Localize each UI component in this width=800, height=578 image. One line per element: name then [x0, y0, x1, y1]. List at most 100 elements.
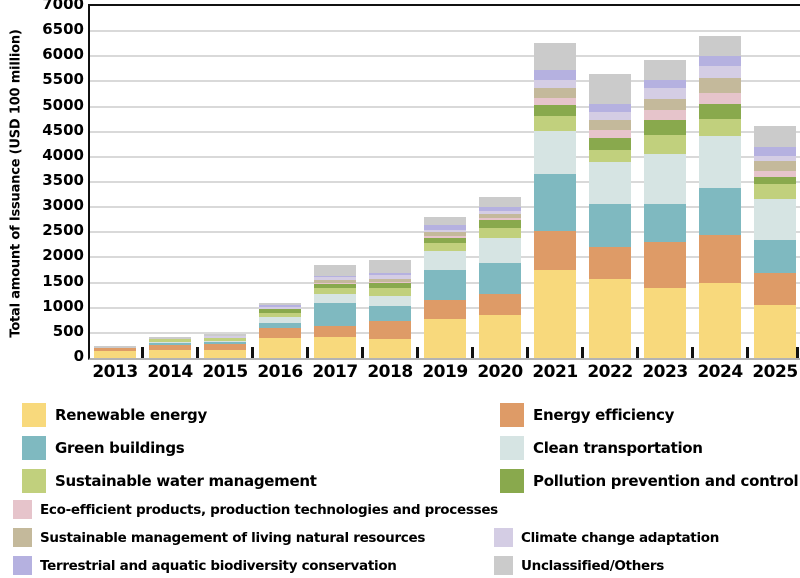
legend-swatch-clean-transportation [500, 436, 524, 460]
x-tick-label-2021: 2021 [532, 362, 578, 382]
bar-2023-segment-eco-efficient-products-production-technologies-and-processes [644, 109, 686, 120]
bar-2024-segment-unclassified-others [699, 35, 741, 57]
bar-2021-segment-sustainable-management-of-living-natural-resources [534, 88, 576, 99]
x-axis-tickmark [306, 347, 309, 358]
bar-2019 [424, 216, 466, 358]
legend-item-renewable-energy: Renewable energy [22, 403, 207, 427]
y-tick-label-3000: 3000 [42, 196, 84, 215]
legend-label-renewable-energy: Renewable energy [55, 406, 207, 424]
bar-2017-segment-clean-transportation [314, 293, 356, 303]
bar-2017-segment-terrestrial-and-aquatic-biodiversity-conservation [314, 275, 356, 278]
x-tick-label-2013: 2013 [92, 362, 138, 382]
bar-2022-segment-energy-efficiency [589, 246, 631, 280]
x-axis-tickmark [196, 347, 199, 358]
bar-2021-segment-climate-change-adaptation [534, 80, 576, 89]
y-tick-label-0: 0 [73, 347, 84, 365]
legend-item-climate-change-adaptation: Climate change adaptation [494, 528, 719, 547]
bar-2015-segment-clean-transportation [204, 341, 246, 343]
bar-2023-segment-climate-change-adaptation [644, 87, 686, 99]
bar-2017-segment-energy-efficiency [314, 325, 356, 337]
bar-2021-segment-unclassified-others [534, 43, 576, 70]
x-axis-tickmark [251, 347, 254, 358]
bar-2018-segment-terrestrial-and-aquatic-biodiversity-conservation [369, 272, 411, 275]
bar-2016-segment-renewable-energy [259, 337, 301, 358]
legend-swatch-renewable-energy [22, 403, 46, 427]
x-tick-label-2019: 2019 [422, 362, 468, 382]
y-tick-label-3500: 3500 [42, 171, 84, 189]
gridline-3000 [90, 206, 800, 209]
legend-label-climate-change-adaptation: Climate change adaptation [521, 529, 720, 546]
bar-2015-segment-climate-change-adaptation [204, 335, 246, 338]
y-tick-label-4000: 4000 [42, 145, 84, 164]
y-tick-label-500: 500 [52, 321, 84, 340]
bar-2022 [589, 73, 631, 358]
bar-2025-segment-eco-efficient-products-production-technologies-and-processes [754, 171, 796, 177]
bar-2019-segment-unclassified-others [424, 216, 466, 226]
bar-2016-segment-energy-efficiency [259, 327, 301, 338]
x-tick-label-2018: 2018 [367, 362, 413, 382]
x-tick-label-2014: 2014 [147, 362, 193, 382]
legend-item-sustainable-management-of-living-natural-resources: Sustainable management of living natural… [13, 528, 425, 547]
bar-2020-segment-energy-efficiency [479, 294, 521, 315]
legend-swatch-sustainable-water-management [22, 469, 46, 493]
gridline-6000 [90, 55, 800, 58]
bar-2013-segment-unclassified-others [94, 346, 136, 349]
bar-2014-segment-green-buildings [149, 343, 191, 345]
legend-label-clean-transportation: Clean transportation [533, 439, 703, 457]
legend-item-unclassified-others: Unclassified/Others [494, 556, 664, 575]
x-tick-label-2016: 2016 [257, 362, 303, 382]
legend-item-terrestrial-and-aquatic-biodiversity-conservation: Terrestrial and aquatic biodiversity con… [13, 556, 397, 575]
gridline-4500 [90, 130, 800, 133]
bar-2023 [644, 59, 686, 358]
gridline-4000 [90, 155, 800, 158]
gridline-5500 [90, 80, 800, 83]
y-tick-label-6500: 6500 [42, 20, 84, 39]
bar-2013-segment-energy-efficiency [94, 348, 136, 352]
bar-2019-segment-renewable-energy [424, 318, 466, 358]
bar-2025-segment-clean-transportation [754, 198, 796, 240]
x-tick-label-2023: 2023 [642, 362, 688, 382]
x-axis-tickmark [416, 347, 419, 358]
bar-2017-segment-climate-change-adaptation [314, 277, 356, 281]
gridline-3500 [90, 181, 800, 183]
plot-area [88, 4, 800, 360]
bar-2021-segment-pollution-prevention-and-control [534, 104, 576, 117]
legend-swatch-pollution-prevention-and-control [500, 469, 524, 493]
bar-2023-segment-green-buildings [644, 204, 686, 243]
bar-2018-segment-sustainable-management-of-living-natural-resources [369, 278, 411, 282]
bar-2025-segment-renewable-energy [754, 305, 796, 358]
bar-2016-segment-sustainable-water-management [259, 312, 301, 317]
bar-2014-segment-sustainable-water-management [149, 338, 191, 343]
bar-2018-segment-sustainable-water-management [369, 287, 411, 296]
legend-swatch-climate-change-adaptation [494, 528, 513, 547]
bar-2020-segment-renewable-energy [479, 314, 521, 358]
bar-2015-segment-renewable-energy [204, 349, 246, 358]
bar-2024-segment-clean-transportation [699, 135, 741, 189]
gridline-6500 [90, 30, 800, 33]
bar-2020-segment-sustainable-water-management [479, 227, 521, 239]
bar-2022-segment-clean-transportation [589, 162, 631, 204]
bar-2024-segment-renewable-energy [699, 282, 741, 358]
legend-swatch-terrestrial-and-aquatic-biodiversity-conservation [13, 556, 32, 575]
bar-2020-segment-pollution-prevention-and-control [479, 220, 521, 228]
bar-2025-segment-pollution-prevention-and-control [754, 176, 796, 185]
bar-2016-segment-terrestrial-and-aquatic-biodiversity-conservation [259, 305, 301, 308]
bar-2018-segment-pollution-prevention-and-control [369, 283, 411, 288]
bar-2020-segment-sustainable-management-of-living-natural-resources [479, 213, 521, 219]
legend-item-energy-efficiency: Energy efficiency [500, 403, 674, 427]
legend-label-terrestrial-and-aquatic-biodiversity-conservation: Terrestrial and aquatic biodiversity con… [40, 557, 397, 574]
x-tick-label-2025: 2025 [752, 362, 798, 382]
bar-2014-segment-energy-efficiency [149, 344, 191, 351]
legend-label-green-buildings: Green buildings [55, 439, 185, 457]
bar-2014 [149, 337, 191, 358]
bar-2019-segment-green-buildings [424, 269, 466, 301]
bar-2021 [534, 43, 576, 358]
bar-2017-segment-sustainable-water-management [314, 288, 356, 294]
bar-2025-segment-climate-change-adaptation [754, 155, 796, 162]
bar-2018-segment-unclassified-others [369, 259, 411, 273]
bar-2019-segment-sustainable-water-management [424, 243, 466, 252]
bar-2020-segment-terrestrial-and-aquatic-biodiversity-conservation [479, 207, 521, 212]
bar-2019-segment-terrestrial-and-aquatic-biodiversity-conservation [424, 225, 466, 231]
legend-label-sustainable-management-of-living-natural-resources: Sustainable management of living natural… [40, 529, 426, 546]
bar-2020-segment-unclassified-others [479, 196, 521, 208]
